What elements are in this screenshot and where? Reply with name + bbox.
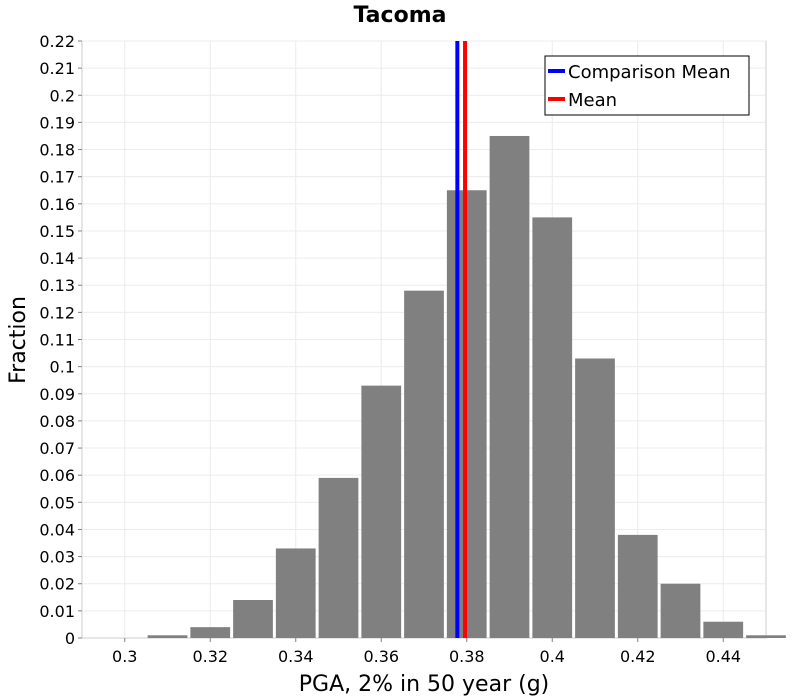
mean-lines [455,41,468,638]
x-tick-label: 0.4 [540,647,565,666]
y-tick-label: 0.01 [39,602,75,621]
histogram-bar [746,635,786,638]
histogram-bar [703,621,744,638]
x-axis-label: PGA, 2% in 50 year (g) [299,672,550,697]
x-tick-label: 0.36 [363,647,399,666]
histogram-bar [575,358,615,638]
y-tick-label: 0.2 [50,86,75,105]
histogram-bar [660,583,701,638]
legend-box [544,55,750,116]
y-tick-label: 0.19 [39,113,75,132]
histogram-bar [489,135,530,638]
y-axis-label: Fraction [6,296,31,384]
x-tick-label: 0.42 [620,647,656,666]
legend: Comparison Mean Mean [544,55,750,116]
chart-title: Tacoma [354,3,447,28]
x-tick-label: 0.34 [278,647,314,666]
histogram-bar [318,477,359,638]
y-tick-label: 0.16 [39,195,75,214]
x-axis-ticks: 0.3 0.32 0.34 0.36 0.38 0.4 0.42 0.44 [112,638,741,666]
y-tick-label: 0.22 [39,32,75,51]
histogram-bar [361,385,402,638]
y-tick-label: 0.03 [39,548,75,567]
legend-label: Comparison Mean [568,62,731,83]
y-tick-label: 0.02 [39,575,75,594]
y-tick-label: 0.18 [39,141,75,160]
y-tick-label: 0.12 [39,303,75,322]
y-tick-label: 0.14 [39,249,75,268]
y-tick-label: 0.05 [39,493,75,512]
histogram-bar [275,548,316,638]
x-tick-label: 0.38 [449,647,485,666]
x-tick-label: 0.44 [705,647,741,666]
x-tick-label: 0.32 [192,647,228,666]
y-tick-label: 0.07 [39,439,75,458]
x-tick-label: 0.3 [112,647,137,666]
legend-label: Mean [568,90,617,111]
y-tick-label: 0 [65,629,75,648]
histogram-bar [617,534,658,638]
y-tick-label: 0.13 [39,276,75,295]
histogram-bar [147,635,188,638]
y-tick-label: 0.11 [39,331,75,350]
histogram-bar [404,290,444,638]
y-axis-ticks: 0 0.01 0.02 0.03 0.04 0.05 0.06 0.07 0.08 0.09 0.1… [39,32,82,648]
y-tick-label: 0.04 [39,520,75,539]
y-tick-label: 0.1 [50,358,75,377]
y-tick-label: 0.09 [39,385,75,404]
histogram-bars [147,135,786,639]
y-tick-label: 0.06 [39,466,75,485]
y-tick-label: 0.15 [39,222,75,241]
histogram-bar [532,217,573,639]
y-tick-label: 0.08 [39,412,75,431]
y-tick-label: 0.21 [39,59,75,78]
histogram-bar [190,627,231,638]
histogram-bar [233,600,273,638]
y-tick-label: 0.17 [39,168,75,187]
